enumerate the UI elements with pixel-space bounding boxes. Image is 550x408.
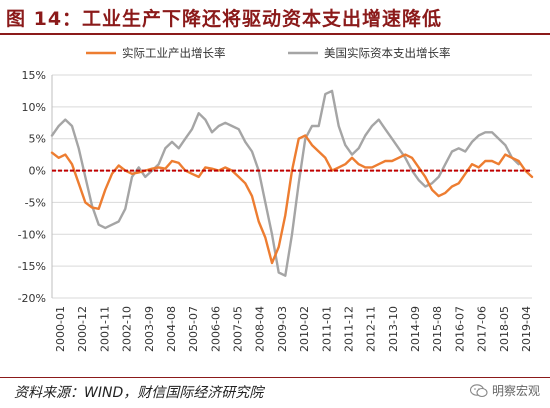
y-tick-label: 0%: [29, 165, 46, 178]
figure-title: 图 14：工业生产下降还将驱动资本支出增速降低: [6, 8, 443, 30]
x-tick-label: 2006-06: [209, 306, 222, 352]
x-axis-ticks: 2000-01 2000-12 2001-11 2002-10 2003-09 2004-…: [54, 306, 533, 352]
x-tick-label: 2013-10: [387, 306, 400, 352]
x-tick-label: 2000-12: [76, 306, 89, 352]
series-line-2: [50, 89, 520, 277]
y-tick-label: -20%: [18, 292, 46, 305]
x-tick-label: 2019-04: [520, 306, 533, 352]
x-tick-label: 2008-04: [254, 306, 267, 352]
x-tick-label: 2012-11: [365, 306, 378, 352]
brand-mark: 明察宏观: [469, 382, 540, 399]
x-tick-label: 2017-06: [476, 306, 489, 352]
source-note: 资料来源：WIND，财信国际经济研究院: [14, 385, 264, 401]
y-tick-label: -10%: [18, 228, 46, 241]
x-tick-label: 2002-10: [121, 306, 134, 352]
legend-label-2: 美国实际资本支出增长率: [324, 46, 451, 60]
x-tick-label: 2011-12: [342, 306, 355, 352]
x-tick-label: 2001-11: [98, 306, 111, 352]
x-tick-label: 2007-05: [232, 306, 245, 352]
x-tick-label: 2000-01: [54, 306, 67, 352]
y-axis-ticks: 15% 10% 5% 0% -5% -10% -15% -20%: [18, 69, 46, 305]
x-tick-label: 2016-07: [453, 306, 466, 352]
legend: 实际工业产出增长率 美国实际资本支出增长率: [86, 46, 451, 60]
y-tick-label: 15%: [22, 69, 46, 82]
y-tick-label: 5%: [29, 133, 46, 146]
y-tick-label: -15%: [18, 260, 46, 273]
x-tick-label: 2015-08: [431, 306, 444, 352]
x-tick-label: 2005-07: [187, 306, 200, 352]
title-bar: 图 14：工业生产下降还将驱动资本支出增速降低: [0, 0, 550, 35]
x-tick-label: 2018-05: [498, 306, 511, 352]
x-tick-label: 2003-09: [143, 306, 156, 352]
x-tick-label: 2014-09: [409, 306, 422, 352]
footer-divider: [0, 377, 550, 378]
y-tick-label: -5%: [25, 196, 46, 209]
x-tick-label: 2004-08: [165, 306, 178, 352]
y-tick-label: 10%: [22, 101, 46, 114]
wechat-icon: [469, 383, 488, 397]
legend-label-1: 实际工业产出增长率: [122, 46, 226, 60]
brand-name: 明察宏观: [491, 384, 540, 398]
x-tick-label: 2009-03: [276, 306, 289, 352]
line-chart: 15% 10% 5% 0% -5% -10% -15% -20% 2000-01 2000-12…: [0, 36, 550, 374]
x-tick-label: 2011-01: [320, 306, 333, 352]
x-tick-label: 2010-02: [298, 306, 311, 352]
